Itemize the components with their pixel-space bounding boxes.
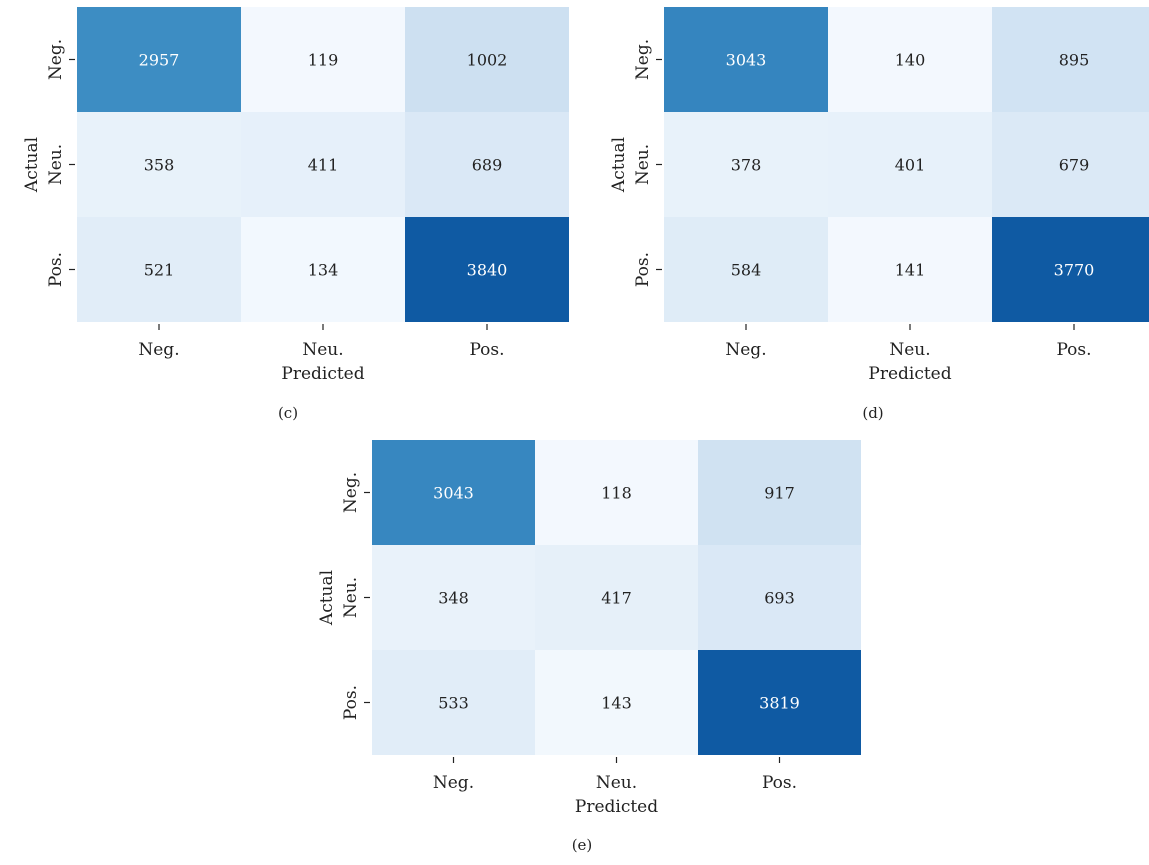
cell-value-r2-c1: 134 bbox=[308, 261, 339, 280]
cell-value-r1-c1: 411 bbox=[308, 156, 339, 175]
y-tick-label-1: Neu. bbox=[633, 144, 653, 185]
y-tick-label-0: Neg. bbox=[46, 39, 66, 80]
heatmap-cell-r0-c0 bbox=[372, 440, 535, 545]
cell-value-r0-c0: 2957 bbox=[139, 51, 180, 70]
heatmap-cell-r2-c2 bbox=[992, 217, 1149, 322]
heatmap-cell-r1-c2 bbox=[405, 112, 569, 217]
y-tick-label-1: Neu. bbox=[46, 144, 66, 185]
cell-value-r0-c1: 119 bbox=[308, 51, 339, 70]
y-axis-title: Actual bbox=[317, 570, 337, 626]
cell-value-r2-c0: 533 bbox=[438, 694, 469, 713]
cell-value-r1-c2: 689 bbox=[472, 156, 503, 175]
cell-value-r2-c0: 584 bbox=[731, 261, 762, 280]
panel-label: (d) bbox=[862, 404, 883, 422]
x-axis-title: Predicted bbox=[575, 797, 658, 817]
x-tick-label-0: Neg. bbox=[725, 340, 766, 360]
heatmap-cell-r2-c1 bbox=[241, 217, 405, 322]
panel-label: (e) bbox=[572, 836, 593, 854]
cell-value-r2-c1: 143 bbox=[601, 694, 632, 713]
confusion-matrix-panel-c: 2957 119 1002 358 411 689 521 134 3840 Neg. Neu. Po… bbox=[22, 7, 569, 422]
x-tick-label-1: Neu. bbox=[596, 773, 637, 793]
cell-value-r1-c0: 348 bbox=[438, 589, 469, 608]
cell-value-r1-c0: 378 bbox=[731, 156, 762, 175]
cell-value-r1-c0: 358 bbox=[144, 156, 175, 175]
x-tick-label-2: Pos. bbox=[1056, 340, 1091, 360]
x-tick-label-2: Pos. bbox=[762, 773, 797, 793]
heatmap-cell-r1-c1 bbox=[535, 545, 698, 650]
heatmap-cell-r1-c1 bbox=[241, 112, 405, 217]
cell-value-r0-c1: 118 bbox=[601, 484, 632, 503]
cell-value-r2-c1: 141 bbox=[895, 261, 926, 280]
cell-value-r0-c2: 895 bbox=[1059, 51, 1090, 70]
heatmap-cell-r1-c2 bbox=[992, 112, 1149, 217]
x-tick-label-0: Neg. bbox=[433, 773, 474, 793]
confusion-matrix-panel-d: 3043 140 895 378 401 679 584 141 3770 Neg. Neu. Pos… bbox=[609, 7, 1149, 422]
heatmap-cell-r1-c0 bbox=[664, 112, 828, 217]
x-tick-label-0: Neg. bbox=[138, 340, 179, 360]
cell-value-r0-c2: 1002 bbox=[467, 51, 508, 70]
y-axis-title: Actual bbox=[22, 137, 42, 193]
heatmap-cell-r2-c0 bbox=[77, 217, 241, 322]
y-tick-label-2: Pos. bbox=[46, 252, 66, 287]
y-axis-title: Actual bbox=[609, 137, 629, 193]
heatmap-cell-r0-c0 bbox=[664, 7, 828, 112]
x-axis-title: Predicted bbox=[281, 364, 364, 384]
heatmap-cell-r0-c0 bbox=[77, 7, 241, 112]
cell-value-r0-c1: 140 bbox=[895, 51, 926, 70]
heatmap-cell-r0-c2 bbox=[405, 7, 569, 112]
y-tick-label-2: Pos. bbox=[341, 685, 361, 720]
heatmap-cell-r0-c2 bbox=[992, 7, 1149, 112]
heatmap-cell-r1-c0 bbox=[77, 112, 241, 217]
heatmap-cell-r0-c2 bbox=[698, 440, 861, 545]
heatmap-cell-r0-c1 bbox=[828, 7, 992, 112]
heatmap-cell-r2-c1 bbox=[828, 217, 992, 322]
cell-value-r2-c2: 3770 bbox=[1054, 261, 1095, 280]
y-tick-label-1: Neu. bbox=[341, 577, 361, 618]
cell-value-r2-c0: 521 bbox=[144, 261, 175, 280]
heatmap-cell-r0-c1 bbox=[241, 7, 405, 112]
cell-value-r2-c2: 3819 bbox=[759, 694, 800, 713]
cell-value-r0-c0: 3043 bbox=[433, 484, 474, 503]
heatmap-cell-r0-c1 bbox=[535, 440, 698, 545]
y-tick-label-2: Pos. bbox=[633, 252, 653, 287]
x-tick-label-2: Pos. bbox=[469, 340, 504, 360]
x-tick-label-1: Neu. bbox=[889, 340, 930, 360]
panel-label: (c) bbox=[278, 404, 298, 422]
cell-value-r1-c1: 417 bbox=[601, 589, 632, 608]
heatmap-cell-r2-c2 bbox=[405, 217, 569, 322]
cell-value-r0-c2: 917 bbox=[764, 484, 795, 503]
heatmap-cell-r2-c1 bbox=[535, 650, 698, 755]
heatmap-cell-r2-c0 bbox=[664, 217, 828, 322]
cell-value-r1-c2: 679 bbox=[1059, 156, 1090, 175]
heatmap-cell-r2-c2 bbox=[698, 650, 861, 755]
confusion-matrix-panel-e: 3043 118 917 348 417 693 533 143 3819 Neg. Neu. Pos… bbox=[317, 440, 861, 854]
cell-value-r1-c2: 693 bbox=[764, 589, 795, 608]
y-tick-label-0: Neg. bbox=[633, 39, 653, 80]
y-tick-label-0: Neg. bbox=[341, 472, 361, 513]
cell-value-r2-c2: 3840 bbox=[467, 261, 508, 280]
x-axis-title: Predicted bbox=[868, 364, 951, 384]
heatmap-cell-r1-c2 bbox=[698, 545, 861, 650]
cell-value-r1-c1: 401 bbox=[895, 156, 926, 175]
cell-value-r0-c0: 3043 bbox=[726, 51, 767, 70]
heatmap-cell-r1-c1 bbox=[828, 112, 992, 217]
heatmap-cell-r1-c0 bbox=[372, 545, 535, 650]
heatmap-cell-r2-c0 bbox=[372, 650, 535, 755]
x-tick-label-1: Neu. bbox=[302, 340, 343, 360]
